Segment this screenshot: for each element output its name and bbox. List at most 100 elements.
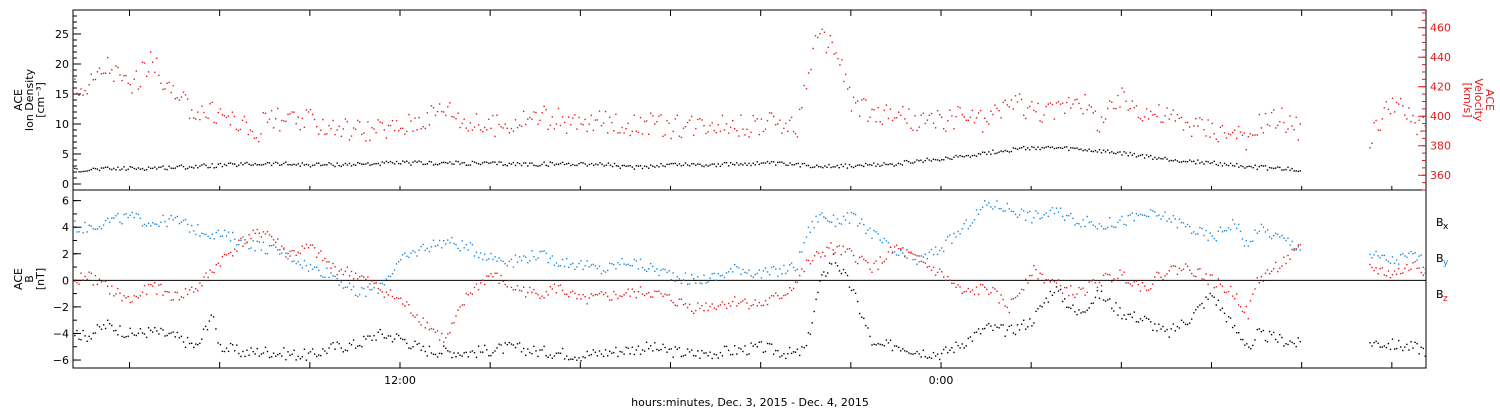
data-point-density [508, 162, 510, 165]
data-point-Bx [328, 347, 330, 349]
data-point-velocity [879, 121, 881, 123]
data-point-density [953, 156, 955, 158]
data-point-Bx [1176, 325, 1179, 328]
data-point-Bz [1131, 285, 1133, 287]
data-point-Bz [426, 321, 428, 324]
data-point-density [1068, 149, 1070, 152]
data-point-density [1135, 156, 1138, 158]
data-point-density [945, 156, 947, 158]
data-point-density [1092, 150, 1094, 153]
data-point-velocity [676, 114, 678, 116]
data-point-By [967, 227, 969, 230]
data-point-velocity [479, 129, 482, 131]
data-point-Bz [572, 290, 574, 292]
data-point-By [1245, 239, 1247, 242]
data-point-velocity [1115, 107, 1117, 110]
data-point-Bx [1273, 331, 1275, 334]
right-y-tick-label: 440 [1430, 51, 1451, 64]
data-point-Bz [447, 333, 449, 335]
data-point-By [287, 258, 289, 260]
data-point-Bx [238, 352, 240, 355]
data-point-velocity [854, 102, 857, 104]
data-point-Bx [479, 351, 482, 353]
data-point-By [943, 250, 945, 253]
data-point-Bz [486, 275, 488, 277]
data-point-By [719, 275, 722, 277]
data-point-density [1199, 162, 1201, 164]
data-point-velocity [1014, 95, 1017, 97]
data-point-density [100, 167, 103, 169]
data-point-By [74, 220, 76, 222]
data-point-By [422, 243, 424, 246]
data-point-By [1283, 237, 1285, 239]
data-point-Bx [96, 324, 99, 326]
data-point-By [512, 266, 515, 268]
data-point-density [1137, 155, 1140, 157]
data-point-Bz [686, 306, 689, 309]
data-point-Bx [1127, 313, 1129, 316]
data-point-By [1059, 207, 1062, 209]
data-point-Bz [1100, 285, 1103, 287]
data-point-velocity [590, 114, 592, 117]
data-point-density [492, 161, 494, 163]
data-point-Bx [910, 353, 912, 355]
data-point-Bz [746, 302, 748, 304]
data-point-By [1074, 224, 1076, 226]
data-point-velocity [1291, 125, 1293, 127]
data-point-density [377, 162, 379, 165]
data-point-Bx [270, 356, 273, 358]
data-point-By [1389, 262, 1392, 264]
data-point-velocity [819, 33, 821, 35]
data-point-velocity [604, 110, 607, 113]
data-point-velocity [803, 84, 805, 87]
data-point-density [907, 161, 910, 163]
data-point-density [299, 165, 301, 167]
data-point-By [1287, 237, 1289, 239]
data-point-density [86, 170, 88, 172]
data-point-Bx [1369, 342, 1371, 344]
data-point-Bz [701, 305, 703, 307]
data-point-Bx [707, 355, 709, 357]
data-point-velocity [186, 98, 189, 100]
data-point-By [680, 282, 683, 284]
data-point-density [1055, 147, 1058, 149]
data-point-Bx [1068, 306, 1070, 309]
data-point-Bx [557, 352, 560, 354]
data-point-velocity [555, 123, 558, 125]
data-point-Bz [180, 296, 183, 298]
data-point-density [930, 160, 933, 162]
data-point-Bx [965, 345, 967, 347]
data-point-Bx [607, 355, 609, 357]
data-point-Bz [707, 309, 709, 312]
data-point-Bx [648, 347, 650, 350]
data-point-Bx [584, 357, 586, 359]
data-point-density [901, 164, 904, 166]
data-point-Bz [270, 235, 273, 238]
data-point-velocity [686, 121, 689, 124]
data-point-density [207, 167, 209, 169]
data-point-density [1170, 159, 1172, 162]
data-point-Bz [1141, 282, 1144, 284]
data-point-By [670, 278, 672, 281]
data-point-Bx [215, 328, 217, 330]
data-point-density [633, 168, 635, 170]
data-point-velocity [1133, 107, 1135, 109]
data-point-density [283, 162, 285, 165]
data-point-Bz [721, 301, 724, 303]
data-point-density [303, 164, 306, 166]
data-point-Bx [275, 355, 277, 357]
data-point-Bz [1400, 272, 1402, 275]
data-point-By [227, 231, 230, 233]
data-point-velocity [904, 118, 906, 120]
data-point-Bz [316, 256, 318, 258]
y-axis-label: [cm⁻³] [34, 82, 47, 118]
data-point-Bx [1033, 322, 1035, 324]
data-point-By [1141, 214, 1144, 216]
data-point-By [787, 270, 789, 272]
data-point-By [545, 252, 547, 255]
data-point-density [1256, 168, 1258, 171]
data-point-Bx [1002, 324, 1004, 326]
data-point-density [578, 163, 580, 165]
data-point-Bz [461, 304, 463, 306]
data-point-Bz [1082, 287, 1084, 289]
